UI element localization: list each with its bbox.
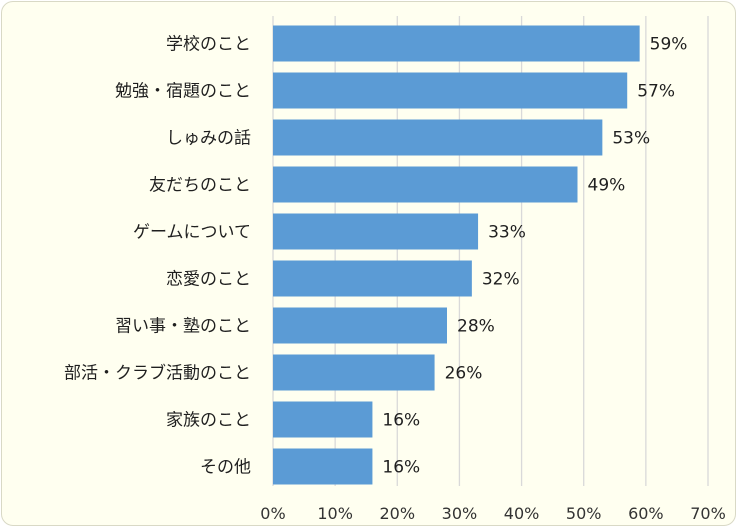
bar <box>273 166 578 203</box>
bar <box>273 307 447 344</box>
x-tick-label: 0% <box>260 504 285 523</box>
x-tick-label: 70% <box>690 504 726 523</box>
category-label: 友だちのこと <box>149 176 251 196</box>
category-labels: 学校のこと勉強・宿題のことしゅみの話友だちのことゲームについて恋愛のこと習い事・… <box>64 35 251 478</box>
category-label: しゅみの話 <box>166 129 251 149</box>
data-label: 28% <box>457 317 495 337</box>
data-label: 26% <box>445 364 483 384</box>
category-label: ゲームについて <box>133 223 251 243</box>
category-label: 勉強・宿題のこと <box>115 82 251 102</box>
data-label: 57% <box>637 82 675 102</box>
category-label: 習い事・塾のこと <box>115 316 251 337</box>
category-label: その他 <box>200 458 251 478</box>
bar <box>273 119 603 156</box>
data-labels: 59% 57% 53% 49% 33% 32% 28% 26% 16% 16% <box>382 35 687 478</box>
bar <box>273 25 640 62</box>
data-label: 59% <box>650 35 688 55</box>
data-label: 53% <box>612 129 650 149</box>
x-tick-label: 10% <box>317 504 353 523</box>
x-tick-label: 30% <box>442 504 478 523</box>
category-label: 部活・クラブ活動のこと <box>64 363 251 384</box>
x-axis-tick-labels: 0% 10% 20% 30% 40% 50% 60% 70% <box>260 504 725 523</box>
x-tick-label: 60% <box>628 504 664 523</box>
x-tick-label: 50% <box>566 504 602 523</box>
bar <box>273 401 373 438</box>
bar <box>273 448 373 485</box>
bars <box>273 25 640 485</box>
bar <box>273 213 479 250</box>
x-tick-label: 20% <box>380 504 416 523</box>
data-label: 49% <box>588 176 626 196</box>
data-label: 32% <box>482 270 520 290</box>
bar <box>273 260 472 297</box>
category-label: 恋愛のこと <box>166 269 251 290</box>
data-label: 16% <box>382 458 420 478</box>
bar <box>273 72 628 109</box>
category-label: 家族のこと <box>166 411 251 431</box>
data-label: 33% <box>488 223 526 243</box>
x-tick-label: 40% <box>504 504 540 523</box>
data-label: 16% <box>382 411 420 431</box>
bar <box>273 354 435 391</box>
category-label: 学校のこと <box>166 35 251 55</box>
